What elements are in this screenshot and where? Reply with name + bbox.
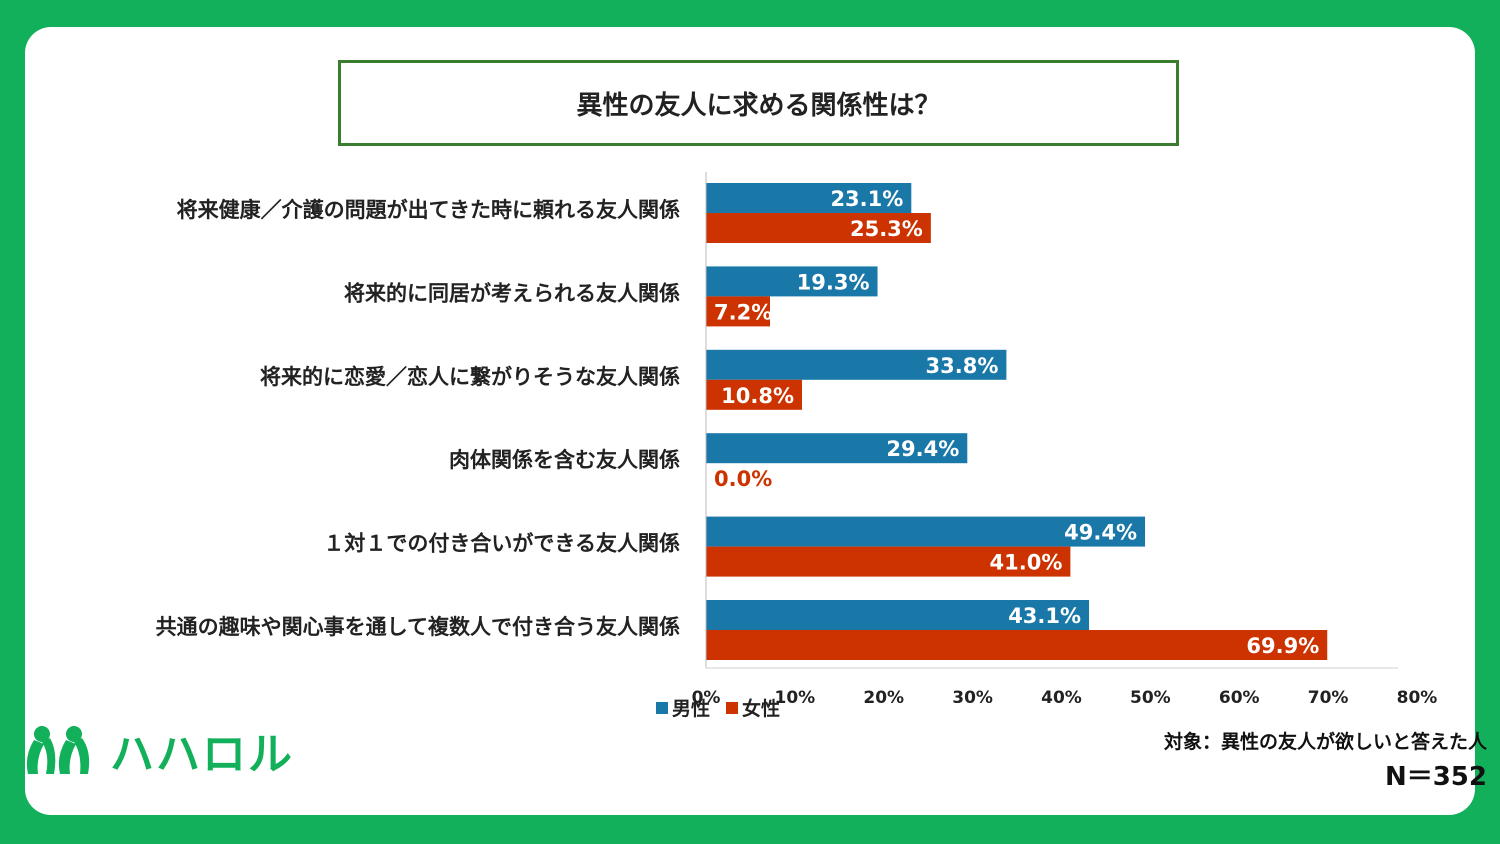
chart-legend: 男性 女性	[656, 694, 780, 721]
x-tick-label: 40%	[1041, 688, 1082, 708]
data-label-male: 23.1%	[830, 187, 903, 211]
bar-male	[706, 600, 1090, 630]
data-label-male: 33.8%	[926, 354, 999, 378]
legend-swatch-male	[656, 701, 668, 714]
x-tick-label: 70%	[1308, 688, 1349, 708]
x-tick-label: 80%	[1397, 688, 1438, 708]
x-tick-label: 0%	[692, 688, 721, 708]
bar-female	[706, 213, 931, 243]
bar-female	[706, 296, 770, 327]
x-tick-label: 20%	[863, 688, 904, 708]
chart-title: 異性の友人に求める関係性は？	[338, 60, 1179, 146]
data-label-male: 29.4%	[886, 437, 959, 461]
category-label: 将来健康／介護の問題が出てきた時に頼れる友人関係	[177, 198, 680, 222]
data-label-female: 25.3%	[850, 217, 923, 241]
logo-text: ハハロル	[110, 729, 294, 780]
data-label-male: 49.4%	[1064, 521, 1137, 545]
category-label: 将来的に恋愛／恋人に繋がりそうな友人関係	[260, 365, 680, 389]
x-tick-label: 10%	[775, 688, 816, 708]
bar-male	[706, 433, 968, 464]
category-label: 肉体関係を含む友人関係	[449, 448, 680, 472]
survey-note: 対象：異性の友人が欲しいと答えた人 N＝352	[1164, 727, 1487, 793]
chart-card: 異性の友人に求める関係性は？	[25, 27, 1475, 815]
x-tick-label: 50%	[1130, 688, 1171, 708]
data-label-female: 0.0%	[714, 467, 772, 491]
x-tick-label: 30%	[952, 688, 993, 708]
bar-male	[706, 266, 878, 297]
category-label: 共通の趣味や関心事を通して複数人で付き合う友人関係	[156, 615, 680, 639]
bar-female	[706, 546, 1071, 577]
data-label-female: 7.2%	[714, 300, 772, 324]
bar-male	[706, 349, 1007, 380]
data-label-female: 10.8%	[721, 384, 794, 408]
data-label-female: 69.9%	[1246, 634, 1319, 658]
category-label: 将来的に同居が考えられる友人関係	[344, 281, 680, 305]
bar-male	[706, 183, 912, 213]
bar-male	[706, 516, 1146, 547]
bar-female	[706, 630, 1328, 660]
category-label: １対１での付き合いができる友人関係	[323, 532, 680, 556]
legend-item-male: 男性	[656, 694, 710, 721]
bar-female	[706, 379, 802, 410]
sample-size: N＝352	[1384, 762, 1487, 792]
x-tick-label: 60%	[1219, 688, 1260, 708]
data-label-male: 43.1%	[1008, 604, 1081, 628]
brand-logo: ハハロル	[20, 718, 294, 782]
legend-swatch-female	[726, 701, 739, 714]
hahalol-logo-icon	[26, 726, 90, 774]
data-label-female: 41.0%	[990, 551, 1063, 575]
legend-label-female: 女性	[742, 698, 781, 720]
survey-subject: 対象：異性の友人が欲しいと答えた人	[1163, 731, 1487, 753]
legend-label-male: 男性	[672, 698, 711, 720]
legend-item-female: 女性	[726, 694, 780, 721]
data-label-male: 19.3%	[797, 270, 870, 294]
